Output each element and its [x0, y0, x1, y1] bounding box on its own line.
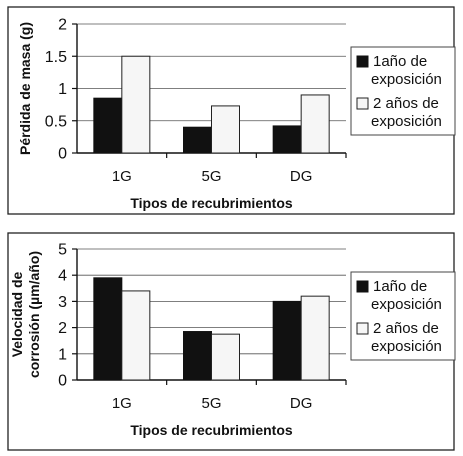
y-tick-label: 3	[58, 294, 67, 311]
x-tick-label: 5G	[201, 168, 221, 185]
y-tick-label: 1	[58, 346, 67, 363]
y-tick-label: 1	[58, 81, 67, 98]
bar-5g-series-2	[211, 105, 240, 154]
chart-panel-1: 0 0.5 1 1.5 2 1G 5G DG Tipos de recubrimientos Pé…	[7, 6, 456, 215]
legend-label-line: 1año de	[373, 278, 427, 295]
x-tick-label: 1G	[112, 395, 132, 412]
y-axis-title: Pérdida de masa (g)	[17, 22, 33, 155]
x-tick-label: DG	[290, 395, 313, 412]
y-tick-label: 0	[58, 146, 67, 163]
y-tick-label: 5	[58, 242, 67, 259]
y-tick-label: 0.5	[45, 113, 67, 130]
bar-1g-series-2	[121, 290, 151, 381]
bar-dg-series-2	[300, 295, 330, 381]
y-axis-title-line: Pérdida de masa (g)	[17, 22, 33, 155]
y-axis-title: Velocidad decorrosión (µm/año)	[9, 251, 42, 378]
y-tick-label: 2	[58, 320, 67, 337]
legend-swatch-series-2	[356, 322, 369, 335]
bar-dg-series-2	[300, 94, 330, 154]
bar-5g-series-1	[183, 126, 212, 154]
y-tick-label: 4	[58, 268, 67, 285]
legend-label-series-1: 1año de exposición	[371, 53, 442, 88]
legend-label-line: exposición	[371, 338, 442, 355]
y-tick-label: 0	[58, 373, 67, 390]
legend-swatch-series-2	[356, 97, 369, 110]
legend-box	[350, 46, 456, 136]
x-axis-title: Tipos de recubrimientos	[130, 422, 293, 438]
legend-swatch-series-1	[356, 55, 369, 68]
y-tick-label: 1.5	[45, 49, 67, 66]
legend-label-line: exposición	[371, 113, 442, 130]
legend-swatch-series-1	[356, 280, 369, 293]
y-axis-title-line: Velocidad de	[9, 271, 25, 357]
legend-label-line: exposición	[371, 71, 442, 88]
x-tick-label: 1G	[112, 168, 132, 185]
bar-5g-series-1	[183, 331, 212, 381]
y-axis-title-line: corrosión (µm/año)	[26, 251, 42, 378]
legend-label-series-2: 2 años de exposición	[371, 320, 442, 355]
legend-label-series-1: 1año de exposición	[371, 278, 442, 313]
legend-label-line: 2 años de	[373, 320, 439, 337]
x-tick-label: 5G	[201, 395, 221, 412]
bar-dg-series-1	[272, 125, 302, 154]
legend-label-line: 1año de	[373, 53, 427, 70]
legend-label-line: exposición	[371, 296, 442, 313]
bar-1g-series-1	[93, 277, 123, 381]
x-tick-label: DG	[290, 168, 313, 185]
chart-panel-2: 0 1 2 3 4 5 1G 5G DG Tipos de recubrimientos Veloc…	[7, 232, 456, 451]
legend-label-line: 2 años de	[373, 95, 439, 112]
legend-label-series-2: 2 años de exposición	[371, 95, 442, 130]
bar-dg-series-1	[272, 300, 302, 381]
x-axis-title: Tipos de recubrimientos	[130, 195, 293, 211]
bar-5g-series-2	[211, 333, 240, 381]
bar-1g-series-1	[93, 97, 123, 154]
y-tick-label: 2	[58, 17, 67, 34]
bar-1g-series-2	[121, 55, 151, 154]
